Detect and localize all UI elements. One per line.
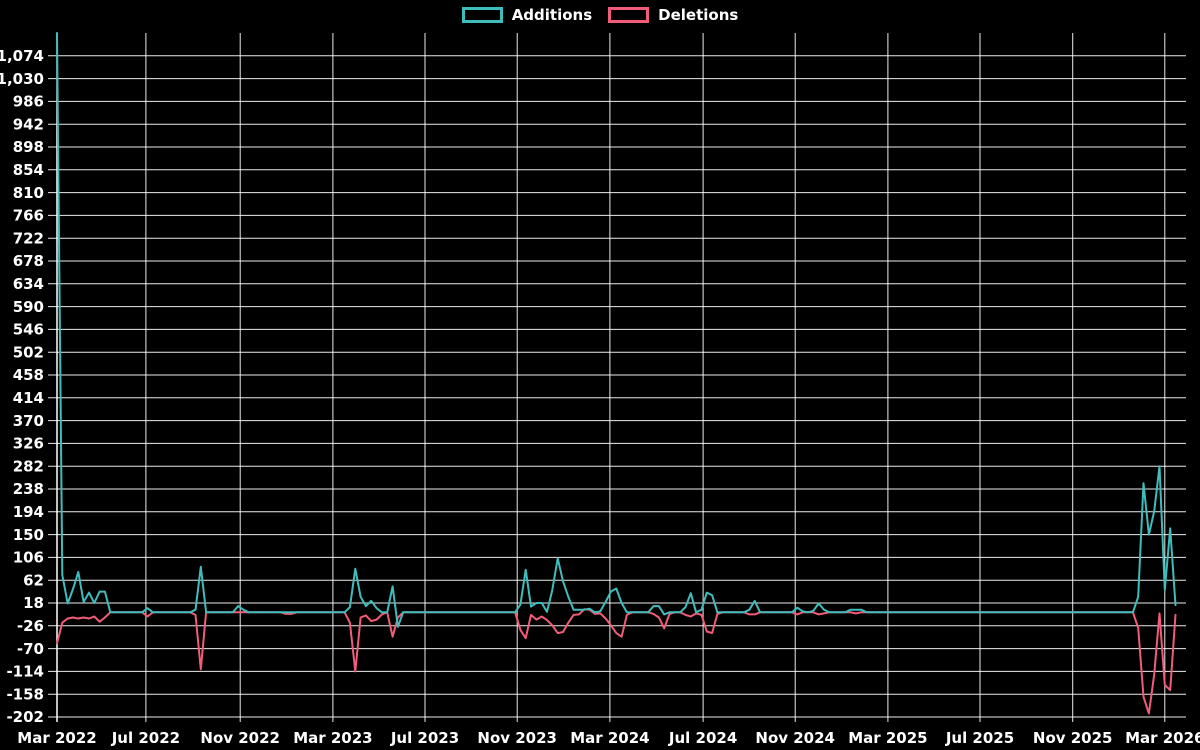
y-tick-label: 678: [13, 252, 44, 270]
x-tick-label: Nov 2023: [477, 729, 557, 747]
deletions-line: [56, 608, 1177, 715]
y-tick-label: 722: [13, 229, 44, 247]
x-tick-label: Mar 2025: [848, 729, 927, 747]
y-tick-label: 546: [13, 321, 44, 339]
y-tick-label: 238: [13, 480, 44, 498]
y-tick-label: 634: [13, 275, 44, 293]
legend-item-additions[interactable]: Additions: [461, 5, 593, 24]
x-tick-label: Nov 2022: [200, 729, 280, 747]
deletions-swatch-icon: [608, 7, 650, 23]
y-tick-label: 414: [13, 389, 44, 407]
y-tick-label: 282: [13, 457, 44, 475]
y-tick-label: -70: [17, 640, 44, 658]
y-tick-label: 370: [13, 412, 44, 430]
y-tick-label: 766: [13, 207, 44, 225]
x-tick-label: Mar 2022: [17, 729, 96, 747]
additions-swatch-icon: [461, 7, 503, 23]
y-tick-label: -158: [6, 685, 44, 703]
y-tick-label: 854: [13, 161, 44, 179]
y-tick-label: 1,030: [0, 70, 44, 88]
y-tick-label: 1,074: [0, 47, 44, 65]
x-tick-label: Jul 2023: [390, 729, 459, 747]
y-tick-label: 458: [13, 366, 44, 384]
x-tick-label: Nov 2024: [755, 729, 835, 747]
legend-label-additions: Additions: [511, 5, 593, 24]
y-tick-label: 986: [13, 93, 44, 111]
additions-line: [56, 32, 1177, 628]
x-tick-label: Nov 2025: [1033, 729, 1113, 747]
y-tick-label: 194: [13, 503, 44, 521]
y-tick-label: 502: [13, 343, 44, 361]
x-tick-label: Mar 2026: [1125, 729, 1200, 747]
y-tick-label: 326: [13, 435, 44, 453]
y-tick-label: 590: [13, 298, 44, 316]
y-tick-label: 106: [13, 549, 44, 567]
x-tick-label: Jul 2025: [945, 729, 1014, 747]
y-tick-label: 942: [13, 115, 44, 133]
legend-item-deletions[interactable]: Deletions: [608, 7, 738, 23]
y-tick-label: -114: [6, 663, 44, 681]
y-tick-label: -26: [17, 617, 44, 635]
x-tick-label: Mar 2024: [570, 729, 649, 747]
x-tick-label: Jul 2024: [668, 729, 737, 747]
y-tick-label: 18: [23, 594, 44, 612]
x-tick-label: Jul 2022: [111, 729, 180, 747]
y-tick-label: -202: [6, 708, 44, 726]
y-tick-label: 62: [23, 571, 44, 589]
y-tick-label: 898: [13, 138, 44, 156]
chart-legend: Additions Deletions: [0, 7, 1200, 23]
y-tick-label: 150: [13, 526, 44, 544]
y-tick-label: 810: [13, 184, 44, 202]
x-tick-label: Mar 2023: [293, 729, 372, 747]
legend-label-deletions: Deletions: [658, 5, 739, 24]
